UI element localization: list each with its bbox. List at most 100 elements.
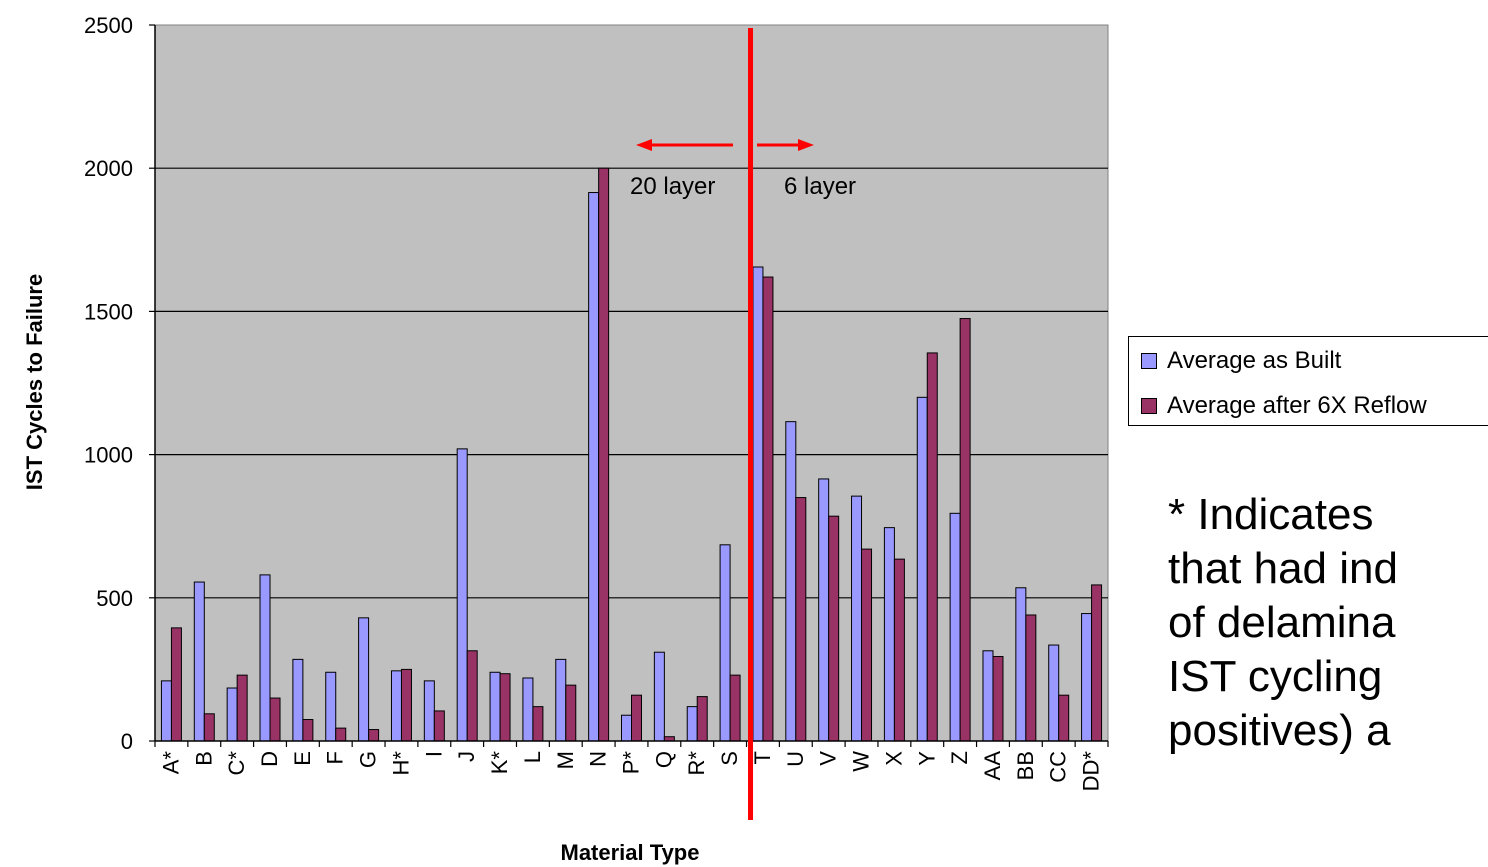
bar-after-reflow: [203, 713, 215, 742]
x-tick-label: V: [816, 751, 841, 766]
bar-after-reflow: [598, 167, 610, 742]
bar-after-reflow: [368, 729, 380, 742]
x-tick-label: N: [586, 751, 611, 767]
x-tick-label: D: [257, 751, 282, 767]
y-tick-label: 0: [121, 729, 133, 754]
legend-item-as-built: Average as Built: [1141, 343, 1341, 379]
bars: [160, 167, 1103, 742]
bar-after-reflow: [170, 627, 182, 742]
bar-after-reflow: [1091, 584, 1103, 742]
bar-after-reflow: [400, 668, 412, 742]
plot-area: [154, 24, 1109, 742]
legend: Average as Built Average after 6X Reflow: [1128, 336, 1488, 426]
bar-after-reflow: [696, 696, 708, 742]
x-tick-label: Y: [914, 751, 939, 766]
bar-after-reflow: [433, 710, 445, 742]
x-tick-label: DD*: [1079, 751, 1104, 792]
right-annotation-label: 6 layer: [784, 173, 856, 200]
x-tick-label: B: [191, 751, 216, 766]
bar-after-reflow: [499, 673, 511, 742]
x-tick-label: I: [421, 751, 446, 757]
bar-after-reflow: [565, 684, 577, 742]
bar-after-reflow: [992, 656, 1004, 742]
left-annotation-label: 20 layer: [630, 173, 715, 200]
x-tick-label: S: [717, 751, 742, 766]
legend-swatch-as-built: [1141, 353, 1157, 369]
x-tick-label: U: [783, 751, 808, 767]
bar-as-built: [588, 192, 600, 742]
bar-as-built: [325, 671, 337, 742]
bar-as-built: [916, 396, 928, 742]
x-tick-label: J: [454, 751, 479, 762]
x-tick-label: P*: [619, 751, 644, 775]
bar-after-reflow: [762, 276, 774, 742]
x-tick-label: C*: [224, 751, 249, 776]
bar-after-reflow: [269, 697, 281, 742]
plot-background: [154, 24, 1109, 742]
left-arrow-head: [636, 139, 652, 151]
bar-after-reflow: [1025, 614, 1037, 742]
x-tick-label: X: [881, 751, 906, 766]
bar-after-reflow: [466, 650, 478, 742]
right-arrow-head: [798, 139, 814, 151]
footnote-line: that had ind: [1168, 544, 1398, 593]
bar-after-reflow: [302, 719, 314, 742]
x-tick-label: K*: [487, 751, 512, 775]
bar-as-built: [358, 617, 370, 742]
bar-after-reflow: [795, 497, 807, 742]
axes: 0 500 1000 1500 2000 2500 A* B C* D E F G H* I J K* L M N P*…: [84, 13, 1109, 792]
x-tick-label: AA: [980, 751, 1005, 781]
x-tick-label: Q: [651, 751, 676, 768]
bar-after-reflow: [729, 674, 741, 742]
bar-after-reflow: [1058, 694, 1070, 742]
bar-as-built: [883, 527, 895, 742]
bar-as-built: [1081, 613, 1093, 742]
x-tick-label: A*: [158, 751, 183, 775]
bar-as-built: [818, 478, 830, 742]
y-tick-label: 2500: [84, 13, 133, 38]
bar-after-reflow: [532, 706, 544, 742]
x-tick-label: BB: [1013, 751, 1038, 780]
y-axis-title: IST Cycles to Failure: [22, 274, 47, 490]
bar-after-reflow: [335, 727, 347, 742]
legend-item-after-reflow: Average after 6X Reflow: [1141, 388, 1427, 424]
bar-as-built: [193, 581, 205, 742]
bar-as-built: [1048, 644, 1060, 742]
footnote-line: * Indicates: [1168, 490, 1374, 539]
footnote-line: IST cycling: [1168, 652, 1383, 701]
gridlines: [155, 167, 1108, 599]
bar-as-built: [621, 714, 632, 742]
bar-after-reflow: [236, 674, 248, 742]
x-tick-label: W: [849, 751, 874, 772]
footnote-line: positives) a: [1168, 706, 1391, 755]
bar-as-built: [785, 421, 797, 742]
bar-as-built: [555, 658, 567, 742]
bar-as-built: [949, 512, 961, 742]
y-tick-label: 2000: [84, 156, 133, 181]
bar-after-reflow: [893, 558, 905, 742]
y-tick-label: 1000: [84, 443, 133, 468]
x-tick-label: Z: [947, 751, 972, 764]
legend-label-as-built: Average as Built: [1167, 347, 1342, 374]
bar-as-built: [686, 706, 698, 742]
bar-as-built: [160, 680, 172, 742]
footnote-line: of delamina: [1168, 598, 1396, 647]
y-tick-label: 500: [96, 586, 133, 611]
bar-after-reflow: [926, 352, 938, 742]
bar-as-built: [1015, 587, 1027, 742]
x-tick-label: E: [290, 751, 315, 766]
x-tick-label: G: [356, 751, 381, 768]
legend-label-after-reflow: Average after 6X Reflow: [1167, 392, 1427, 419]
bar-as-built: [423, 680, 435, 742]
bar-as-built: [259, 574, 271, 742]
bar-after-reflow: [861, 548, 873, 742]
bar-as-built: [456, 448, 468, 742]
y-tick-label: 1500: [84, 299, 133, 324]
x-tick-label: M: [553, 751, 578, 769]
bar-as-built: [752, 266, 764, 742]
bar-as-built: [292, 658, 304, 742]
bar-as-built: [522, 677, 534, 742]
bar-as-built: [390, 670, 402, 742]
annotations: 20 layer 6 layer: [630, 28, 856, 820]
